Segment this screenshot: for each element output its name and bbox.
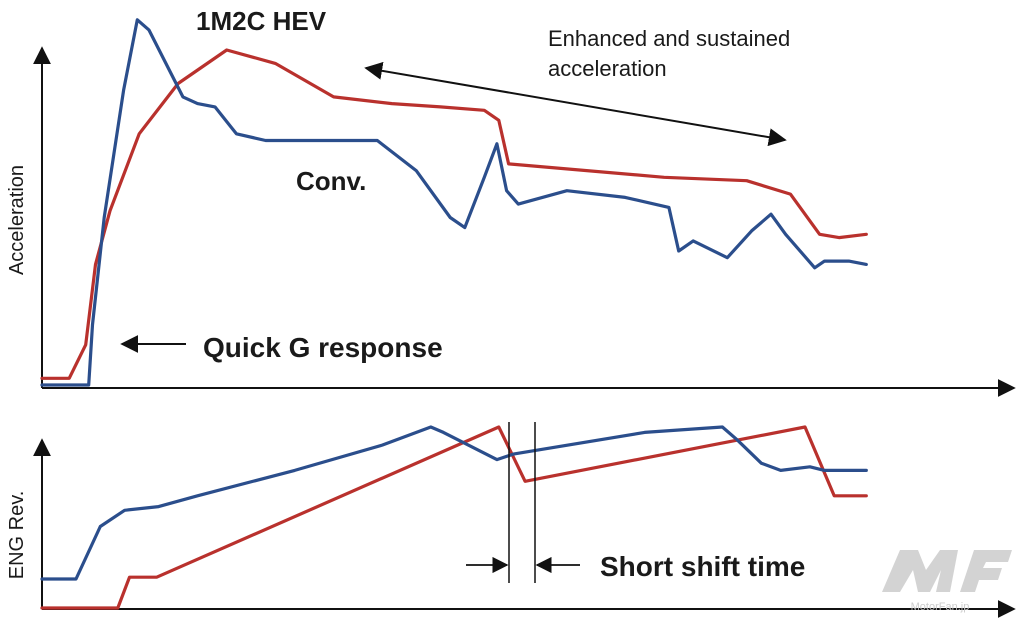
watermark-logo: MotorFan.jp xyxy=(882,550,1012,613)
top-y-axis-label: Acceleration xyxy=(6,165,28,275)
short-shift-label: Short shift time xyxy=(600,551,805,582)
accel-line-conv xyxy=(40,18,868,387)
top-panel: Acceleration xyxy=(6,18,1016,397)
enhanced-annotation-line2: acceleration xyxy=(548,56,667,81)
enhanced-annotation-line1: Enhanced and sustained xyxy=(548,26,790,51)
top-series-group xyxy=(40,18,868,387)
watermark-text: MotorFan.jp xyxy=(911,601,970,613)
eng-rev-line-conv xyxy=(40,425,868,581)
enhanced-double-arrow xyxy=(364,61,787,147)
quick-g-label: Quick G response xyxy=(203,332,443,363)
bottom-panel: ENG Rev. xyxy=(6,425,1016,618)
accel-line-1m2c-hev xyxy=(40,48,868,380)
bottom-y-axis-label: ENG Rev. xyxy=(6,491,28,580)
eng-rev-line-1m2c-hev xyxy=(40,425,868,610)
hev-series-label: 1M2C HEV xyxy=(196,6,327,36)
conv-series-label: Conv. xyxy=(296,166,366,196)
watermark-logo-mark xyxy=(882,550,1012,592)
bottom-series-group xyxy=(40,425,868,610)
